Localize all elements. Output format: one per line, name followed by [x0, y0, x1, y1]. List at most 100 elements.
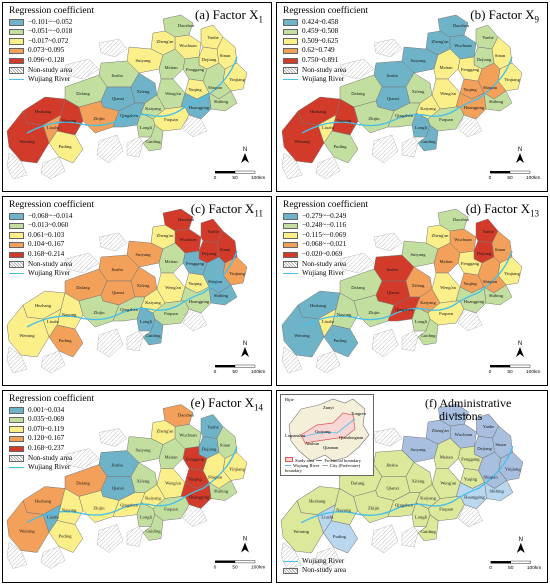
- county-label: Qianxi: [387, 290, 400, 295]
- county-label: Yanhe: [482, 35, 494, 40]
- panel-title: (b) Factor X9: [470, 7, 539, 25]
- county-label: Nayong: [62, 508, 77, 513]
- legend: Regression coefficient 0.424~0.458 0.459~0…: [283, 6, 368, 85]
- svg-text:N: N: [519, 537, 523, 543]
- north-arrow: N: [241, 341, 249, 357]
- panel-title: (a) Factor X1: [194, 7, 263, 25]
- county-label: Fenggang: [186, 67, 205, 72]
- county-label: Xifeng: [137, 89, 150, 94]
- non-study-area: [373, 38, 403, 58]
- legend-item: 0.070~0.119: [9, 425, 94, 435]
- county-label: Yinjiang: [229, 467, 246, 472]
- county-label: Qingzhen: [120, 113, 139, 118]
- county-label: Yuqing: [188, 281, 202, 286]
- county-label: Fenggang: [461, 457, 480, 462]
- legend: Regression coefficient −0.279~−0.249 −0.24…: [283, 200, 368, 279]
- county-label: Weng'an: [165, 285, 181, 290]
- county-label: Yinjiang: [229, 271, 246, 276]
- county-label: Weng'an: [165, 91, 181, 96]
- wujiang-river: [26, 446, 238, 524]
- county-label: Puding: [58, 534, 72, 539]
- county-label: Weng'an: [440, 285, 456, 290]
- county-label: Liuzhi: [47, 125, 60, 130]
- county-label: Nayong: [337, 118, 352, 123]
- county-label: Liuzhi: [321, 516, 334, 521]
- inset-label-anshun: Anshun: [305, 441, 320, 446]
- county-label: Fuquan: [164, 311, 178, 316]
- county-label: Huangping: [464, 496, 485, 501]
- county-label: Liuzhi: [322, 125, 335, 130]
- county-guiding: [142, 514, 164, 541]
- county-label: Xifeng: [412, 89, 425, 94]
- svg-text:0: 0: [489, 369, 492, 375]
- non-study-area: [315, 350, 341, 374]
- non-study-area: [281, 152, 303, 180]
- county-label: Zhijin: [93, 506, 105, 511]
- north-arrow: N: [516, 147, 524, 163]
- legend-item-non-study: Non-study area: [9, 260, 94, 270]
- map-factor-x14: Daozhen Wuchuan Zheng'an Yanhe Dejiang Suiyan…: [6, 404, 265, 571]
- inset-label-bijie: Bijie: [285, 397, 294, 402]
- county-label: Huangping: [464, 105, 485, 110]
- non-study-area: [126, 136, 144, 158]
- county-label: Dejiang: [477, 251, 492, 256]
- county-label: Longli: [140, 319, 153, 324]
- svg-text:N: N: [243, 341, 247, 347]
- svg-text:km: km: [259, 175, 265, 181]
- county-label: Weining: [294, 139, 310, 144]
- county-label: Wuchuan: [454, 237, 472, 242]
- legend-item: 0.073~0.095: [9, 46, 94, 56]
- county-label: Sinan: [495, 247, 506, 252]
- county-label: Meitan: [164, 65, 178, 70]
- county-label: Zheng'an: [157, 233, 175, 238]
- county-label: Zheng'an: [432, 233, 450, 238]
- county-label: Suiyang: [410, 448, 426, 453]
- scale-bar: 0 50 100 km: [489, 364, 540, 375]
- county-label: Weining: [294, 333, 310, 338]
- county-label: Suiyang: [135, 252, 151, 257]
- county-label: Meitan: [164, 259, 178, 264]
- non-study-area: [98, 232, 128, 252]
- county-label: Daozhen: [178, 413, 195, 418]
- panel-title: (d) Factor X13: [465, 201, 539, 219]
- non-study-area: [40, 350, 66, 374]
- county-label: Puding: [58, 338, 72, 343]
- county-label: Weining: [19, 139, 35, 144]
- county-label: Yuqing: [188, 477, 202, 482]
- county-label: Shiqian: [483, 279, 498, 284]
- county-label: Kaiyang: [145, 496, 161, 501]
- non-study-area: [6, 346, 28, 374]
- legend-item-river: Wujiang River: [283, 75, 368, 85]
- panel-factor-x1: Daozhen Wuchuan Zheng'an Yanhe Dejiang Suiyan…: [2, 2, 272, 192]
- panel-factor-x13: Daozhen Wuchuan Zheng'an Yanhe Dejiang Suiyan…: [276, 196, 548, 386]
- wujiang-river: [301, 56, 513, 134]
- county-label: Shibing: [489, 490, 504, 495]
- svg-text:50: 50: [232, 565, 238, 571]
- non-study-area: [280, 542, 302, 570]
- legend-item: 0.061~0.103: [9, 231, 94, 241]
- county-label: Hezhang: [310, 303, 327, 308]
- county-label: Sinan: [220, 53, 231, 58]
- svg-text:100: 100: [251, 369, 259, 375]
- svg-text:100: 100: [526, 369, 534, 375]
- county-label: Qianxi: [112, 96, 125, 101]
- svg-text:km: km: [535, 565, 541, 571]
- county-label: Shiqian: [208, 475, 223, 480]
- county-label: Weining: [19, 333, 35, 338]
- wujiang-river: [26, 250, 238, 328]
- scale-bar: 0 50 100 km: [214, 364, 265, 375]
- county-label: Wuchuan: [455, 433, 473, 438]
- map-administrative: Daozhen Wuchuan Zheng'an Yanhe Dejiang Suiyan…: [280, 403, 541, 571]
- non-study-area: [126, 526, 144, 547]
- county-label: Daozhen: [178, 217, 195, 222]
- svg-text:0: 0: [214, 369, 217, 375]
- county-label: Nayong: [336, 509, 351, 514]
- county-label: Weining: [19, 529, 35, 534]
- county-label: Hezhang: [35, 303, 52, 308]
- legend-item: 0.096~0.128: [9, 56, 94, 66]
- county-label: Jinsha: [111, 73, 122, 78]
- county-label: Xifeng: [137, 479, 150, 484]
- non-study-area: [96, 524, 124, 553]
- svg-text:100: 100: [251, 565, 259, 571]
- county-label: Wuchuan: [454, 43, 472, 48]
